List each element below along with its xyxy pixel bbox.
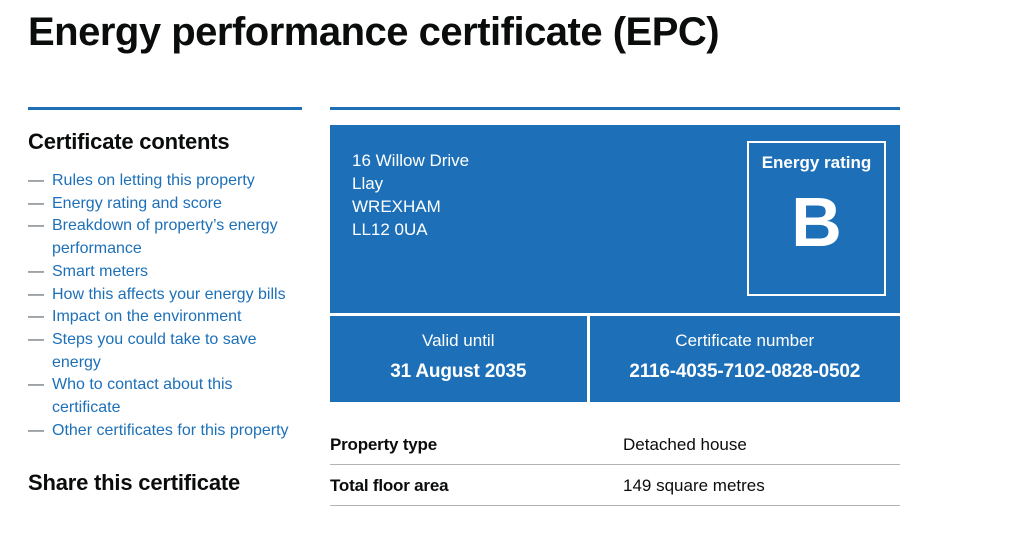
address-line: WREXHAM — [352, 197, 441, 216]
contents-link-who-to-contact[interactable]: Who to contact about this certificate — [52, 376, 233, 417]
certificate-number-cell: Certificate number 2116-4035-7102-0828-0… — [586, 316, 901, 402]
total-floor-area-value: 149 square metres — [623, 476, 765, 495]
property-type-value: Detached house — [623, 435, 747, 454]
property-details-table: Property type Detached house Total floor… — [330, 424, 900, 506]
certificate-number-label: Certificate number — [675, 331, 815, 350]
certificate-summary-card: 16 Willow Drive Llay WREXHAM LL12 0UA En… — [330, 125, 900, 402]
contents-link-energy-rating-and-score[interactable]: Energy rating and score — [52, 194, 222, 212]
contents-link-smart-meters[interactable]: Smart meters — [52, 262, 149, 280]
contents-link-rules-on-letting[interactable]: Rules on letting this property — [52, 172, 255, 189]
valid-until-value: 31 August 2035 — [390, 361, 527, 382]
contents-heading: Certificate contents — [28, 129, 230, 154]
contents-link-other-certificates[interactable]: Other certificates for this property — [52, 421, 289, 439]
dash-bullet: — — [28, 217, 44, 235]
contents-link-steps-to-save-energy[interactable]: Steps you could take to save energy — [52, 330, 257, 371]
list-item: — Other certificates for this property — [28, 420, 302, 443]
main-column: 16 Willow Drive Llay WREXHAM LL12 0UA En… — [330, 107, 900, 506]
list-item: — Steps you could take to save energy — [28, 329, 302, 374]
card-bottom-section: Valid until 31 August 2035 Certificate n… — [330, 313, 900, 402]
list-item: — Rules on letting this property — [28, 170, 302, 193]
list-item: — Smart meters — [28, 261, 302, 284]
certificate-contents-sidebar: Certificate contents — Rules on letting … — [28, 107, 302, 506]
list-item: — Who to contact about this certificate — [28, 374, 302, 419]
dash-bullet: — — [28, 421, 44, 439]
share-certificate-heading: Share this certificate — [28, 470, 241, 496]
dash-bullet: — — [28, 262, 44, 280]
dash-bullet: — — [28, 194, 44, 212]
dash-bullet: — — [28, 330, 44, 348]
dash-bullet: — — [28, 285, 44, 303]
contents-link-breakdown-energy-performance[interactable]: Breakdown of property’s energy performan… — [52, 217, 278, 258]
table-row: Property type Detached house — [330, 424, 900, 465]
list-item: — Impact on the environment — [28, 306, 302, 329]
address-line: Llay — [352, 174, 384, 193]
list-item: — Breakdown of property’s energy perform… — [28, 215, 302, 260]
energy-rating-box: Energy rating B — [747, 141, 886, 296]
energy-rating-label: Energy rating — [761, 153, 872, 172]
certificate-number-value: 2116-4035-7102-0828-0502 — [629, 361, 861, 382]
property-type-label: Property type — [330, 435, 437, 454]
list-item: — Energy rating and score — [28, 193, 302, 216]
property-address: 16 Willow Drive Llay WREXHAM LL12 0UA — [330, 125, 900, 241]
contents-list: — Rules on letting this property — Energ… — [28, 170, 302, 442]
total-floor-area-label: Total floor area — [330, 476, 449, 495]
valid-until-cell: Valid until 31 August 2035 — [330, 316, 587, 402]
address-line: 16 Willow Drive — [352, 151, 470, 170]
content-columns: Certificate contents — Rules on letting … — [28, 107, 1024, 506]
table-row: Total floor area 149 square metres — [330, 465, 900, 506]
list-item: — How this affects your energy bills — [28, 284, 302, 307]
contents-link-impact-environment[interactable]: Impact on the environment — [52, 308, 242, 326]
address-line: LL12 0UA — [352, 220, 428, 239]
energy-rating-value: B — [791, 183, 842, 261]
dash-bullet: — — [28, 308, 44, 326]
card-top-section: 16 Willow Drive Llay WREXHAM LL12 0UA En… — [330, 125, 900, 313]
page-title: Energy performance certificate (EPC) — [28, 10, 720, 54]
contents-link-energy-bills[interactable]: How this affects your energy bills — [52, 285, 286, 303]
dash-bullet: — — [28, 172, 44, 189]
dash-bullet: — — [28, 376, 44, 394]
epc-page: Energy performance certificate (EPC) Cer… — [0, 9, 1024, 506]
valid-until-label: Valid until — [422, 331, 495, 350]
